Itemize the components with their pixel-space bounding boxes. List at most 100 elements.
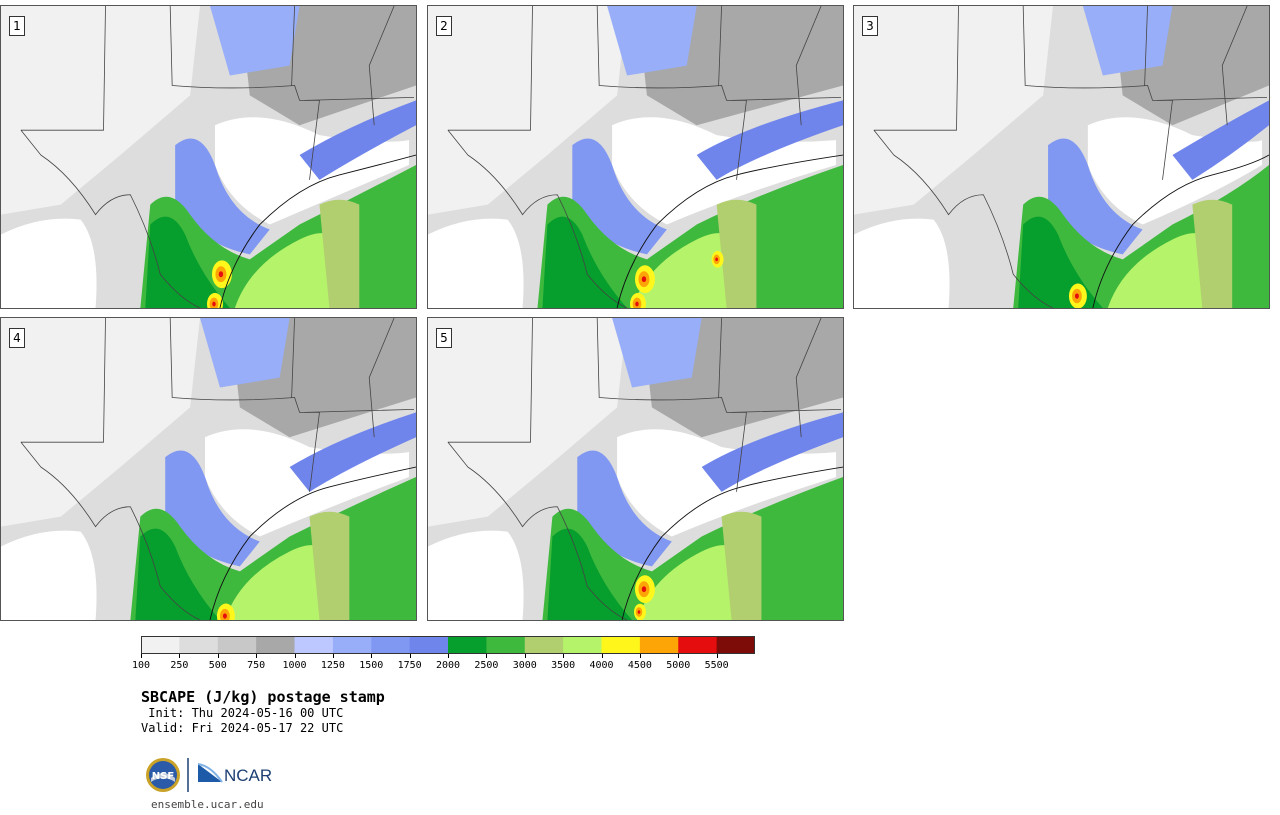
colorbar-tick-mark <box>256 654 258 658</box>
land-mask-mexico <box>1 218 97 308</box>
colorbar-bin <box>486 636 526 654</box>
colorbar-tick-mark <box>716 654 718 658</box>
colorbar-tick-label: 4500 <box>627 660 652 671</box>
cape-field-dark-green <box>542 216 628 308</box>
colorbar-tick-label: 250 <box>170 660 189 671</box>
colorbar-bin <box>294 636 334 654</box>
colorbar-tick-mark <box>486 654 488 658</box>
colorbar-bin <box>217 636 257 654</box>
rio-grande-border <box>20 129 201 308</box>
cape-field-tan <box>716 199 757 308</box>
land-mask-mexico <box>428 218 524 308</box>
ncar-logo-text: NCAR <box>224 766 272 785</box>
land-mask-mexico <box>428 530 524 620</box>
cape-field-blue-band-east <box>696 100 843 180</box>
state-borders <box>447 318 747 492</box>
coastline <box>1092 154 1269 308</box>
coastline <box>219 154 416 308</box>
cape-field-dark-green <box>145 216 230 308</box>
rio-grande-border <box>20 441 201 620</box>
land-mask-mexico <box>854 218 950 308</box>
cape-field-blue-band <box>577 450 672 567</box>
cape-field-blue-north <box>1082 6 1173 76</box>
cape-field-tan <box>1192 199 1233 308</box>
colorbar-tick-mark <box>601 654 603 658</box>
coastline <box>616 154 843 308</box>
colorbar-tick-label: 500 <box>208 660 227 671</box>
ncar-logo-icon: NCAR <box>197 763 272 785</box>
colorbar-bin <box>256 636 295 654</box>
cape-field-lime <box>1107 233 1223 308</box>
state-borders <box>20 318 320 492</box>
colorbar-tick-label: 3000 <box>512 660 537 671</box>
cape-field-blue-band <box>165 450 260 567</box>
state-borders <box>20 6 320 180</box>
cape-pocket-red <box>222 613 227 619</box>
cape-field-blue-north <box>607 6 697 76</box>
colorbar-tick-label: 3500 <box>551 660 576 671</box>
land-mask-mexico <box>1 530 97 620</box>
coastline <box>209 466 416 620</box>
colorbar-tick-label: 5000 <box>666 660 691 671</box>
cape-field-lime <box>636 545 752 620</box>
colorbar-bin <box>371 636 411 654</box>
colorbar-tick-label: 750 <box>247 660 266 671</box>
colorbar-border <box>141 636 755 654</box>
state-borders <box>447 6 747 180</box>
cape-field-blue-band-east <box>701 412 843 492</box>
site-url[interactable]: ensemble.ucar.edu <box>151 798 264 811</box>
colorbar-tick-label: 1000 <box>282 660 307 671</box>
colorbar-bin <box>141 636 180 654</box>
state-borders-east <box>731 318 842 438</box>
colorbar-tick-mark <box>179 654 181 658</box>
nsf-logo-icon: NSF <box>146 758 180 792</box>
colorbar-tick-mark <box>371 654 373 658</box>
colorbar-bin <box>409 636 449 654</box>
colorbar-tick-mark <box>141 654 142 658</box>
logo-area: NSF NCAR <box>145 756 280 796</box>
map-panel-3: 3 <box>853 5 1270 309</box>
map-panel-4: 4 <box>0 317 417 621</box>
cape-field-blue-band-east <box>289 412 416 492</box>
cape-field-dark-green <box>135 528 220 620</box>
cape-field-blue-band-east <box>299 100 416 180</box>
colorbar-tick-label: 5500 <box>704 660 729 671</box>
state-borders-east <box>304 318 415 438</box>
rio-grande-border <box>447 129 628 308</box>
colorbar-tick-label: 2500 <box>474 660 499 671</box>
colorbar-tick-mark <box>524 654 526 658</box>
cape-field-blue-band <box>1048 138 1143 255</box>
cape-field-blue-north <box>209 6 300 76</box>
cape-pocket-red <box>641 586 647 593</box>
colorbar-tick-label: 1500 <box>359 660 384 671</box>
cape-field-green-region <box>537 164 843 308</box>
cape-field-tan <box>721 511 762 620</box>
cape-pocket-red <box>218 271 224 278</box>
colorbar-tick-label: 4000 <box>589 660 614 671</box>
state-borders-east <box>731 6 842 126</box>
map-panel-2: 2 <box>427 5 844 309</box>
colorbar-bin <box>179 636 219 654</box>
cape-pocket-red <box>635 301 639 307</box>
cape-pocket-red <box>637 610 641 614</box>
colorbar-bin <box>332 636 372 654</box>
colorbar-bin <box>716 636 755 654</box>
product-title: SBCAPE (J/kg) postage stamp <box>141 688 385 706</box>
rio-grande-border <box>447 441 628 620</box>
cape-pocket-red <box>1074 293 1079 299</box>
colorbar-tick-mark <box>563 654 565 658</box>
cape-field-green-region <box>542 476 843 620</box>
cape-pocket-red <box>715 257 718 262</box>
colorbar-tick-mark <box>409 654 411 658</box>
panel-number: 5 <box>436 328 452 348</box>
colorbar-tick-mark <box>332 654 334 658</box>
colorbar-bin <box>563 636 602 654</box>
cape-field-tan <box>309 511 350 620</box>
cape-field-lime <box>224 545 340 620</box>
panel-number: 4 <box>9 328 25 348</box>
cape-map-1 <box>1 6 416 308</box>
state-borders <box>873 6 1173 180</box>
colorbar-tick-mark <box>678 654 680 658</box>
colorbar-tick-mark <box>294 654 296 658</box>
colorbar-bin <box>639 636 679 654</box>
